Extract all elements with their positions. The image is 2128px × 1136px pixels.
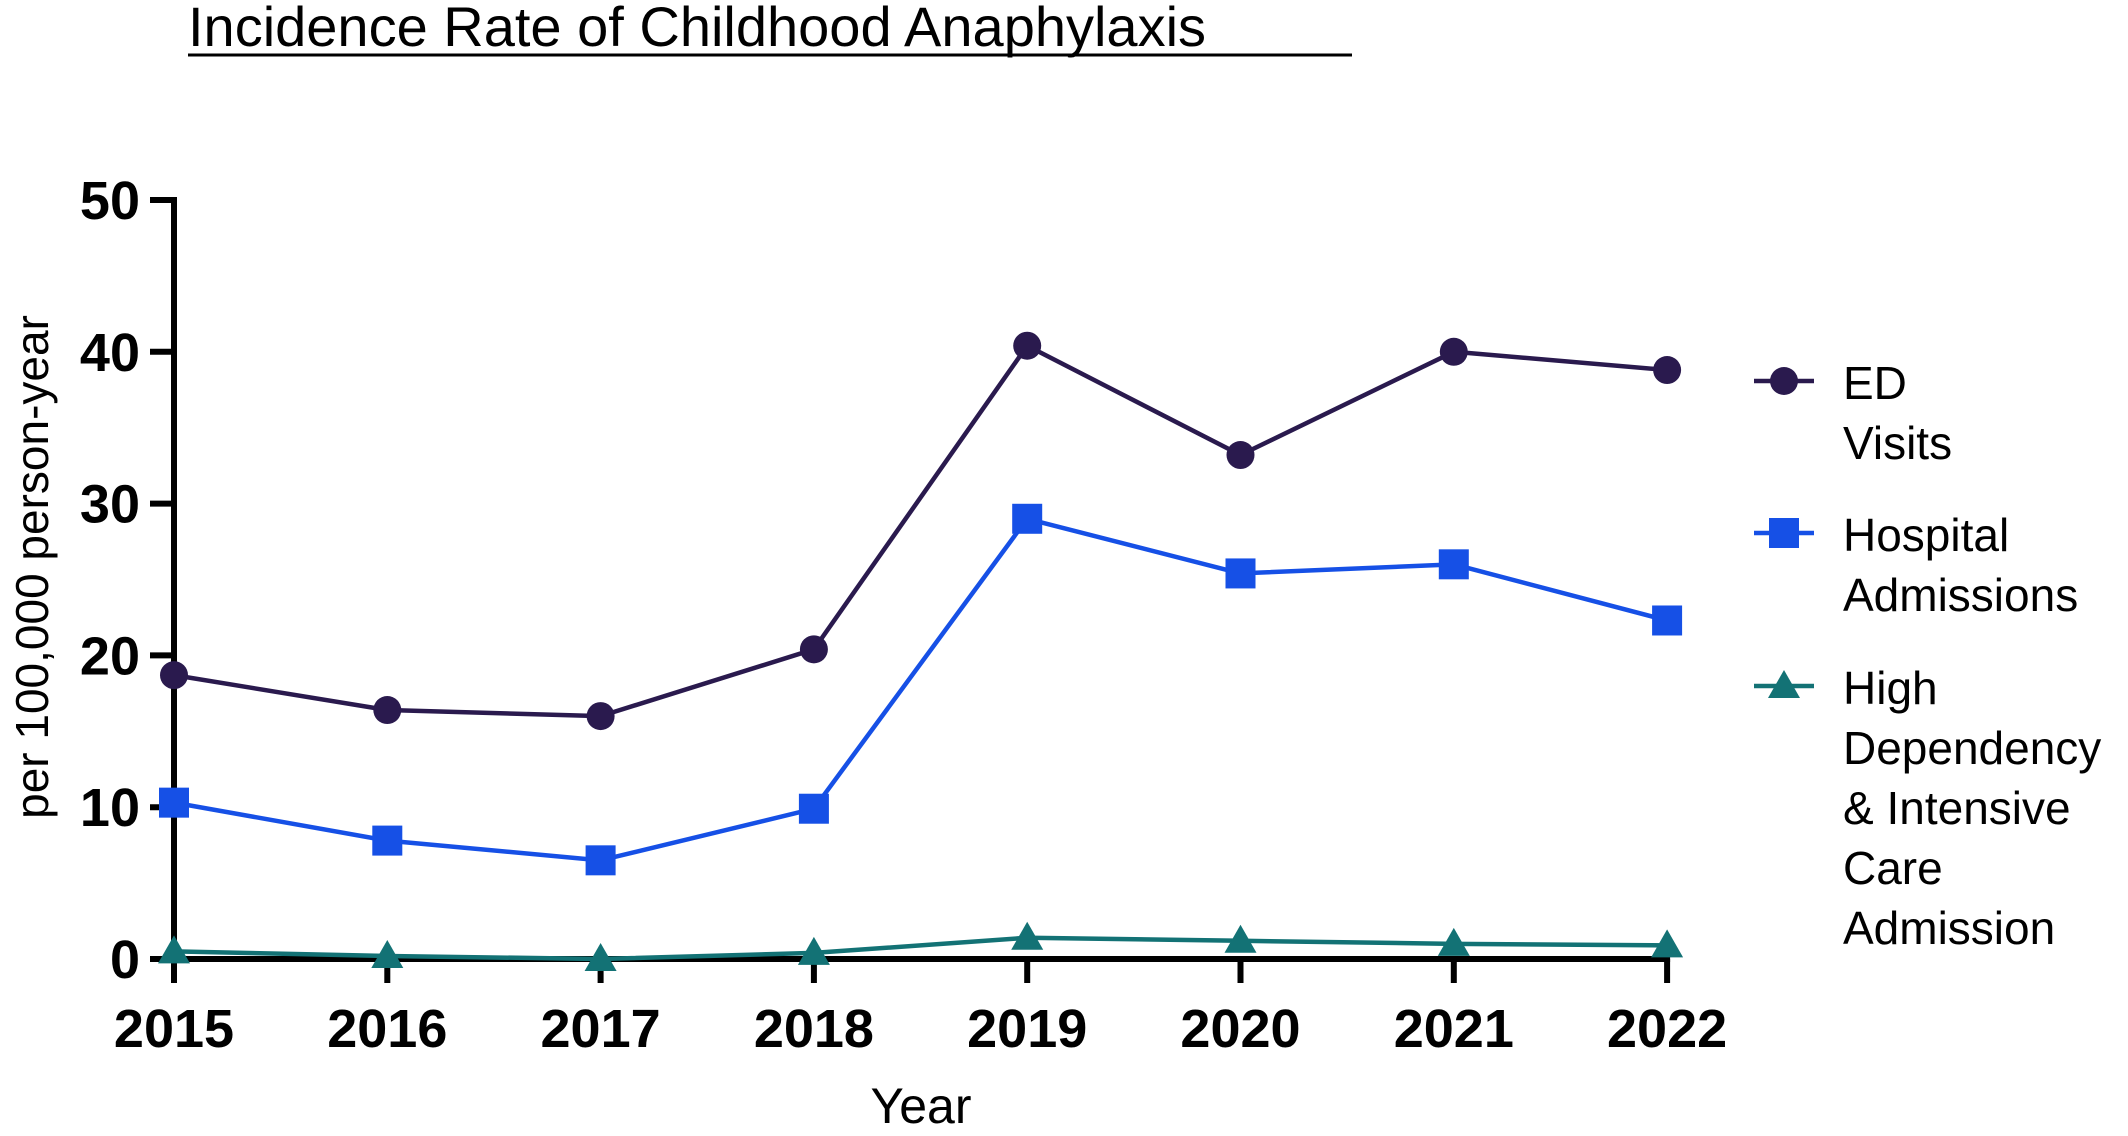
x-tick-label: 2022 — [1607, 999, 1727, 1059]
legend-label: Admissions — [1843, 569, 2078, 621]
data-point — [1013, 331, 1042, 360]
data-point — [159, 787, 189, 818]
legend: ED Visits Hospital Admissions High Dependency… — [1754, 357, 2101, 954]
series-line — [173, 343, 1668, 719]
data-point — [585, 845, 616, 876]
legend-label: & Intensive — [1843, 782, 2071, 834]
data-point — [373, 696, 402, 725]
legend-marker — [1768, 670, 1800, 698]
data-point — [797, 936, 830, 965]
data-point — [1437, 927, 1470, 956]
legend-entry: ED Visits — [1754, 357, 1952, 469]
x-tick-label: 2017 — [541, 999, 661, 1059]
data-point — [160, 661, 188, 690]
x-tick-label: 2020 — [1180, 999, 1300, 1059]
data-point — [1225, 558, 1256, 589]
legend-label: Admission — [1843, 902, 2055, 954]
y-tick-label: 10 — [80, 778, 140, 838]
data-point — [372, 825, 403, 856]
legend-label: Care — [1843, 842, 1943, 894]
legend-entry: Hospital Admissions — [1754, 509, 2078, 621]
y-tick-label: 40 — [80, 323, 140, 383]
data-point — [584, 943, 617, 971]
x-tick-label: 2015 — [114, 999, 234, 1059]
x-tick-label: 2016 — [327, 999, 447, 1059]
data-point — [1652, 605, 1683, 636]
data-point — [1653, 356, 1682, 385]
data-point — [1438, 549, 1469, 580]
data-point — [1226, 441, 1255, 470]
series-3 — [158, 921, 1684, 971]
y-tick-label: 50 — [80, 171, 140, 231]
y-tick-label: 30 — [80, 475, 140, 535]
x-axis-label: Year — [870, 1078, 971, 1131]
legend-label: ED — [1843, 357, 1907, 409]
data-point — [1011, 921, 1044, 950]
data-point — [1439, 337, 1468, 366]
chart-title-group: Incidence Rate of Childhood Anaphylaxis — [188, 0, 1352, 58]
axes: 0 10 20 30 40 50 2015 2016 2017 2018 2019 2020 2021 2… — [80, 171, 1727, 1059]
y-axis-label: per 100,000 person-year — [6, 315, 58, 819]
legend-entry: High Dependency & Intensive Care Admission — [1754, 662, 2101, 954]
chart-title: Incidence Rate of Childhood Anaphylaxis — [188, 0, 1206, 58]
series-layer — [158, 331, 1684, 971]
data-point — [1224, 924, 1257, 953]
series-line — [173, 516, 1668, 863]
series-1 — [160, 331, 1682, 731]
data-point — [1651, 929, 1684, 958]
legend-marker — [1769, 518, 1799, 548]
data-point — [371, 939, 404, 968]
legend-marker — [1770, 367, 1798, 395]
data-point — [798, 793, 829, 824]
legend-label: Visits — [1843, 417, 1952, 469]
data-point — [799, 635, 828, 664]
data-point — [586, 702, 615, 731]
x-tick-label: 2019 — [967, 999, 1087, 1059]
data-point — [158, 935, 190, 964]
legend-label: Hospital — [1843, 509, 2009, 561]
series-2 — [159, 503, 1683, 876]
series-line — [173, 935, 1668, 962]
y-tick-label: 20 — [80, 626, 140, 686]
legend-label: High — [1843, 662, 1938, 714]
x-tick-label: 2018 — [754, 999, 874, 1059]
data-point — [1012, 503, 1043, 534]
legend-label: Dependency — [1843, 722, 2101, 774]
y-tick-label: 0 — [110, 930, 140, 990]
x-tick-label: 2021 — [1394, 999, 1514, 1059]
